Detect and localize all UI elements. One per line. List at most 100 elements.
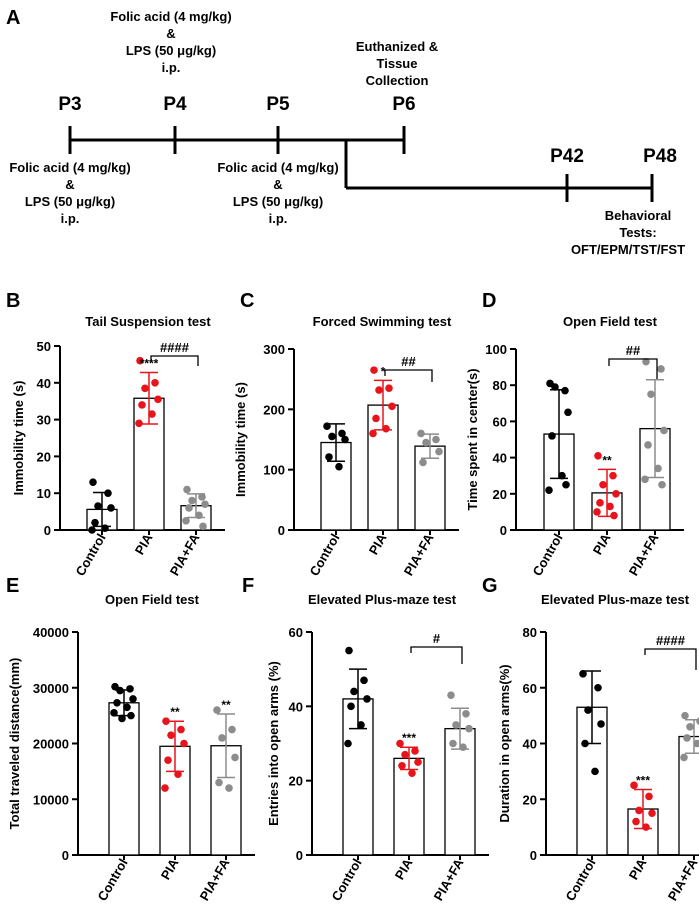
data-point-pia-fa xyxy=(642,357,650,366)
treatment-p4-line-4: i.p. xyxy=(162,60,181,75)
chart-title: Elevated Plus-maze test xyxy=(541,592,690,607)
data-point-pia-fa xyxy=(641,475,649,484)
x-tick-label-pia-fa: PIA+FA xyxy=(431,855,467,903)
data-point-pia xyxy=(370,366,378,374)
epm-entries-chart: F Elevated Plus-maze test Entries into ope… xyxy=(242,575,489,904)
data-point-control xyxy=(347,702,355,711)
y-tick-label: 0 xyxy=(44,523,51,538)
data-point-control xyxy=(579,670,587,678)
data-point-pia xyxy=(408,769,416,778)
data-point-pia-fa xyxy=(183,485,191,494)
euthanized-line-3: Collection xyxy=(366,73,429,88)
comparison-bracket xyxy=(150,355,199,366)
data-point-pia xyxy=(599,480,607,489)
timeline-label-p42: P42 xyxy=(550,146,584,167)
significance-stars: *** xyxy=(636,773,650,787)
panel-label: C xyxy=(240,290,254,312)
timeline-label-p3: P3 xyxy=(58,94,81,115)
y-axis-label: Time spent in center(s) xyxy=(465,368,480,510)
x-tick-label-pia: PIA xyxy=(626,855,650,882)
data-point-pia-fa xyxy=(696,717,699,725)
data-point-control xyxy=(338,429,346,438)
data-point-pia-fa xyxy=(683,734,691,742)
chart-title: Tail Suspension test xyxy=(85,314,211,329)
chart-title: Open Field test xyxy=(563,314,658,329)
behavioral-line-3: OFT/EPM/TST/FST xyxy=(571,242,685,257)
x-tick-label-pia: PIA xyxy=(366,530,390,557)
data-point-control xyxy=(341,435,349,444)
x-tick-label-control: Control xyxy=(306,531,342,579)
y-tick-label: 80 xyxy=(523,625,537,640)
data-point-control xyxy=(564,408,572,417)
panel-label-a: A xyxy=(6,7,20,29)
data-point-pia xyxy=(174,770,182,778)
comparison-bracket xyxy=(384,369,433,382)
y-tick-label: 40 xyxy=(523,737,537,752)
chart-title: Forced Swimming test xyxy=(313,314,452,329)
y-tick-label: 200 xyxy=(263,402,285,417)
x-tick-label-pia: PIA xyxy=(392,855,416,882)
data-point-pia xyxy=(164,756,172,765)
data-point-pia xyxy=(161,784,169,792)
data-point-pia xyxy=(141,384,149,393)
comparison-bracket xyxy=(644,648,697,670)
data-point-pia xyxy=(136,356,144,365)
data-point-pia xyxy=(630,781,638,790)
x-tick-label-control: Control xyxy=(529,531,565,579)
data-point-pia-fa xyxy=(213,706,221,714)
data-point-pia-fa xyxy=(686,722,694,731)
panel-label: E xyxy=(6,575,19,597)
comparison-bracket xyxy=(410,646,463,664)
x-tick-label-pia: PIA xyxy=(158,855,182,882)
tail-suspension-chart: B Tail Suspension test Immobility time (s)… xyxy=(6,290,225,579)
data-point-control xyxy=(126,685,134,693)
x-tick-label-pia-fa: PIA+FA xyxy=(401,530,437,578)
x-tick-label-control: Control xyxy=(72,531,108,579)
y-tick-label: 50 xyxy=(37,339,51,354)
data-point-pia xyxy=(398,762,406,770)
data-point-pia-fa xyxy=(435,447,443,456)
bar-control xyxy=(108,702,140,856)
y-tick-label: 0 xyxy=(500,523,507,538)
y-tick-label: 100 xyxy=(263,463,285,478)
data-point-control xyxy=(350,687,358,696)
data-point-control xyxy=(88,526,96,534)
data-point-control xyxy=(545,486,553,494)
data-point-control xyxy=(363,695,371,703)
data-point-pia xyxy=(411,747,419,755)
data-point-pia xyxy=(401,750,409,759)
y-axis-label: Entries into open arms (%) xyxy=(266,661,281,826)
data-point-pia xyxy=(180,739,188,748)
treatment-p3-line-3: LPS (50 μg/kg) xyxy=(25,194,115,209)
comparison-label: # xyxy=(433,631,441,646)
data-point-pia xyxy=(594,451,602,460)
data-point-control xyxy=(110,709,118,717)
y-tick-label: 20 xyxy=(289,774,303,789)
data-point-control xyxy=(561,386,569,395)
data-point-pia xyxy=(382,424,390,433)
treatment-p5-line-4: i.p. xyxy=(269,211,288,226)
treatment-p3-line-1: Folic acid (4 mg/kg) xyxy=(9,160,130,175)
significance-stars: *** xyxy=(402,731,416,745)
data-point-control xyxy=(357,721,365,729)
data-point-pia-fa xyxy=(693,739,699,748)
y-tick-label: 10 xyxy=(37,486,51,501)
timeline-label-p4: P4 xyxy=(163,94,187,115)
data-point-pia-fa xyxy=(462,709,470,718)
data-point-pia xyxy=(372,414,380,423)
y-tick-label: 20000 xyxy=(33,737,69,752)
data-point-pia xyxy=(135,419,143,428)
timeline-panel: A P3 P4 P5 P6 P42 P48 Folic acid (4 mg/k… xyxy=(6,7,685,257)
euthanized-line-2: Tissue xyxy=(377,56,418,71)
data-point-pia xyxy=(369,429,377,438)
x-tick-label-pia: PIA xyxy=(132,530,156,557)
data-point-pia xyxy=(138,401,146,409)
data-point-control xyxy=(581,739,589,748)
data-point-control xyxy=(116,686,124,695)
data-point-pia xyxy=(151,379,159,387)
significance-stars: * xyxy=(381,364,386,378)
data-point-pia-fa xyxy=(215,778,223,787)
data-point-pia-fa xyxy=(644,441,652,449)
x-tick-label-pia-fa: PIA+FA xyxy=(197,855,233,903)
data-point-pia xyxy=(414,758,422,766)
